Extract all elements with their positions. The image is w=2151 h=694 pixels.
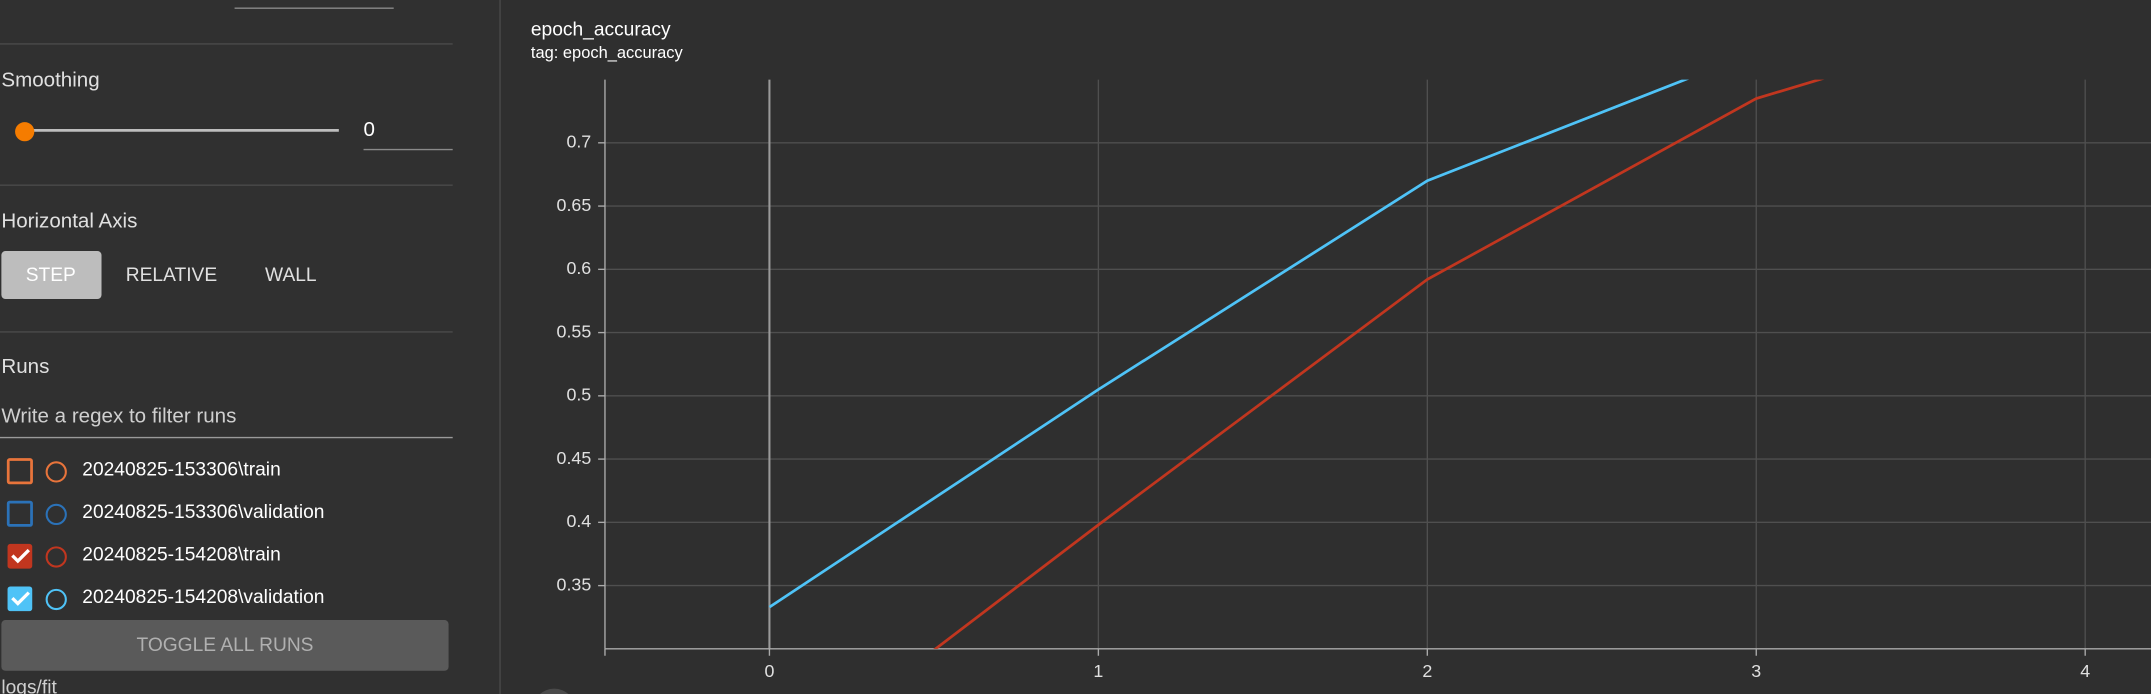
x-tick-label: 1 bbox=[1093, 661, 1103, 681]
y-tick-label: 0.5 bbox=[566, 385, 591, 405]
y-tick-label: 0.65 bbox=[557, 195, 592, 215]
main-panel bbox=[499, 0, 2151, 694]
section-label: Runs bbox=[1, 355, 49, 378]
run-name[interactable]: 20240825-154208\train bbox=[82, 545, 280, 566]
x-tick-label: 3 bbox=[1751, 661, 1761, 681]
run-color[interactable] bbox=[45, 503, 67, 526]
axis-option[interactable]: STEP bbox=[26, 265, 76, 286]
section-label: Horizontal Axis bbox=[1, 210, 137, 233]
run-checkbox[interactable] bbox=[6, 458, 33, 485]
x-tick-label: 4 bbox=[2080, 661, 2090, 681]
chart-subtitle: tag: epoch_accuracy bbox=[531, 44, 684, 62]
slider-knob[interactable] bbox=[15, 122, 35, 142]
axis-option[interactable]: WALL bbox=[265, 265, 317, 286]
y-tick-label: 0.4 bbox=[566, 511, 591, 531]
y-tick-label: 0.35 bbox=[557, 574, 592, 594]
smoothing-value[interactable]: 0 bbox=[364, 118, 375, 141]
plot-area bbox=[768, 79, 1825, 649]
check-mark bbox=[11, 548, 30, 564]
run-color[interactable] bbox=[45, 461, 67, 483]
check-mark bbox=[11, 591, 30, 606]
x-tick-label: 2 bbox=[1422, 661, 1432, 681]
y-tick-label: 0.6 bbox=[566, 258, 591, 278]
run-checkbox[interactable] bbox=[6, 500, 33, 527]
x-tick-label: 0 bbox=[764, 661, 774, 681]
sidebar bbox=[0, 0, 500, 694]
run-checkbox[interactable] bbox=[7, 543, 33, 569]
y-tick-label: 0.7 bbox=[566, 132, 591, 152]
y-tick-label: 0.55 bbox=[557, 321, 592, 341]
run-color[interactable] bbox=[45, 546, 67, 568]
chart-title: epoch_accuracy bbox=[531, 19, 671, 40]
series-line bbox=[768, 79, 1690, 609]
footer-label: logs/fit bbox=[1, 678, 57, 694]
run-checkbox[interactable] bbox=[7, 586, 33, 612]
toggle-label[interactable]: TOGGLE ALL RUNS bbox=[136, 635, 313, 656]
run-name[interactable]: 20240825-154208\validation bbox=[82, 587, 324, 608]
toggle-button[interactable] bbox=[1, 620, 449, 671]
run-color[interactable] bbox=[45, 588, 67, 611]
run-name[interactable]: 20240825-153306\train bbox=[82, 460, 280, 481]
section-label: Smoothing bbox=[1, 68, 99, 91]
filter-input[interactable]: Write a regex to filter runs bbox=[1, 404, 236, 427]
axis-option-bg[interactable] bbox=[1, 251, 102, 300]
series-line bbox=[933, 79, 1825, 649]
y-tick-label: 0.45 bbox=[557, 448, 592, 468]
axis-option[interactable]: RELATIVE bbox=[126, 265, 217, 286]
run-name[interactable]: 20240825-153306\validation bbox=[82, 502, 324, 523]
action-button[interactable] bbox=[532, 688, 576, 694]
